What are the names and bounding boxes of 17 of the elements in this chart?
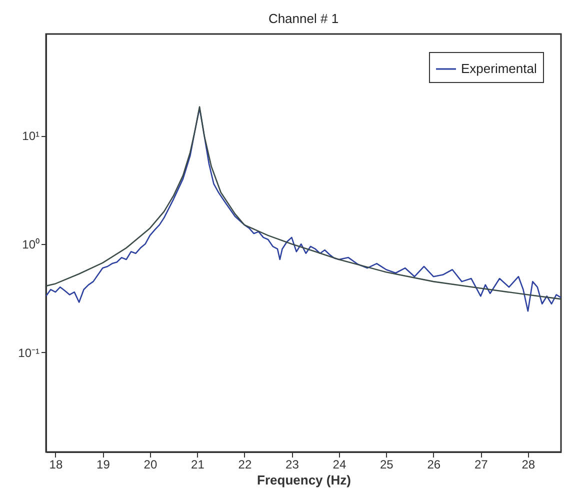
x-tick-label: 20: [144, 458, 158, 472]
y-tick-label: 10⁻¹: [18, 346, 40, 360]
chart-title: Channel # 1: [268, 11, 339, 26]
x-tick-label: 24: [332, 458, 346, 472]
x-tick-label: 25: [380, 458, 394, 472]
x-axis-title: Frequency (Hz): [257, 472, 351, 488]
x-tick-label: 28: [522, 458, 536, 472]
y-tick-label: 10⁰: [22, 238, 40, 252]
x-tick-label: 18: [49, 458, 63, 472]
x-tick-label: 22: [238, 458, 252, 472]
legend-label: Experimental: [461, 61, 537, 76]
x-tick-label: 19: [96, 458, 110, 472]
x-tick-label: 23: [286, 458, 300, 472]
x-tick-label: 27: [474, 458, 488, 472]
y-tick-label: 10¹: [22, 129, 40, 144]
x-tick-label: 21: [191, 458, 205, 472]
x-tick-label: 26: [427, 458, 441, 472]
